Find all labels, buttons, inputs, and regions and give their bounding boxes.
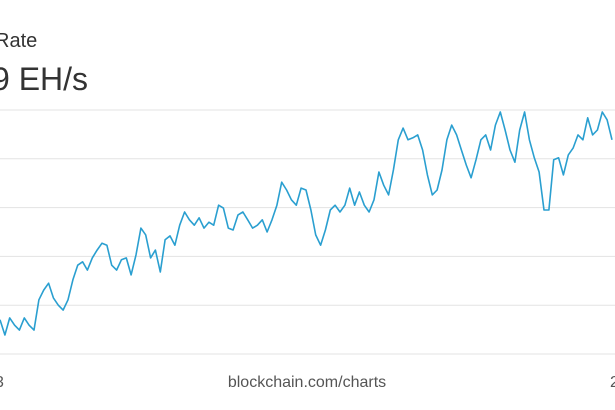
source-label: blockchain.com/charts	[228, 374, 386, 391]
data-line	[0, 111, 613, 336]
chart-title: Rate	[0, 30, 37, 52]
chart-subtitle: 9 EH/s	[0, 61, 88, 97]
x-tick-label: 2	[610, 374, 615, 391]
x-tick-label: 3	[0, 374, 4, 391]
